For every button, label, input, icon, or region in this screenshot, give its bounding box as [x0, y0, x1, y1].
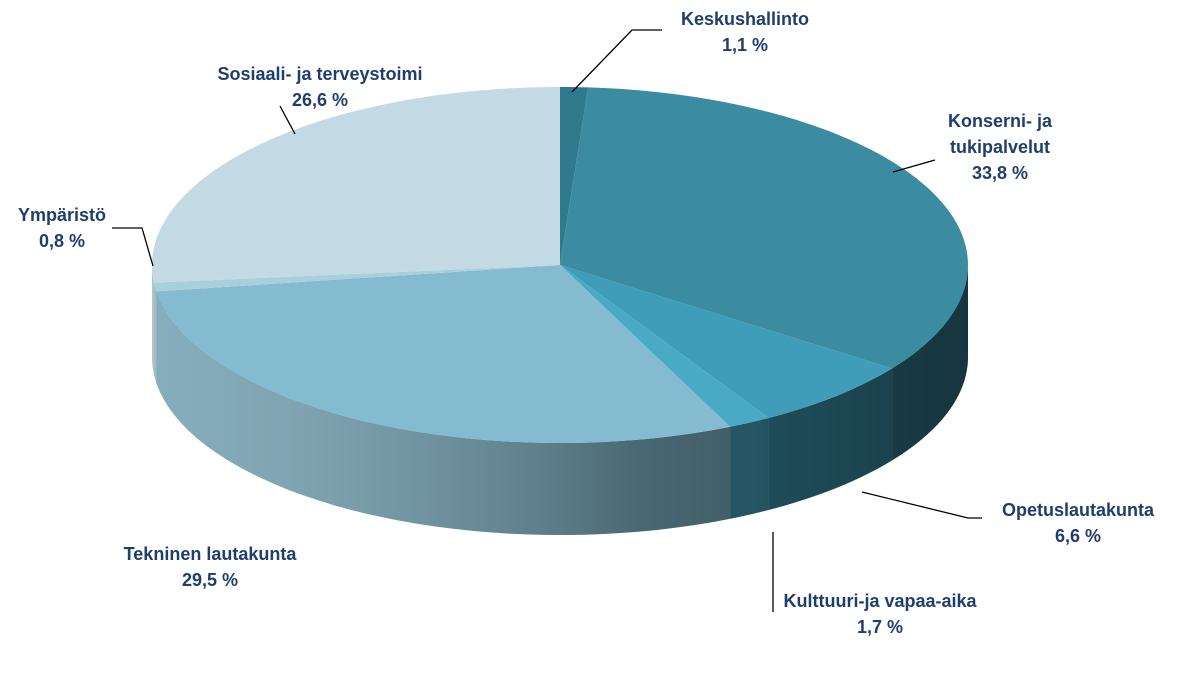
value-label: 26,6 % — [291, 90, 349, 110]
side-shading — [152, 265, 968, 535]
data-label: Sosiaali- ja terveystoimi 26,6 % — [170, 61, 470, 113]
slice — [154, 265, 560, 292]
data-label: Tekninen lautakunta 29,5 % — [70, 541, 350, 593]
data-label: Opetuslautakunta 6,6 % — [968, 497, 1188, 549]
value-label: 1,1 % — [721, 35, 769, 55]
leader-line — [861, 491, 982, 519]
slice — [156, 265, 731, 443]
data-label: Kulttuuri-ja vapaa-aika 1,7 % — [773, 588, 988, 640]
category-label: Sosiaali- ja terveystoimi — [217, 64, 423, 84]
slice — [560, 265, 769, 427]
category-label: Konserni- ja tukipalvelut — [947, 111, 1053, 157]
category-label: Ympäristö — [17, 205, 107, 225]
category-label: Kulttuuri-ja vapaa-aika — [783, 591, 977, 611]
leader-line — [112, 227, 154, 267]
slice — [152, 87, 560, 283]
data-label: Ympäristö 0,8 % — [2, 202, 122, 254]
slice — [560, 265, 893, 418]
leader-line — [279, 105, 296, 135]
category-label: Keskushallinto — [680, 9, 810, 29]
slice — [560, 87, 968, 369]
value-label: 33,8 % — [971, 163, 1029, 183]
value-label: 0,8 % — [38, 231, 86, 251]
slice — [560, 87, 589, 265]
leader-line — [892, 159, 936, 173]
data-label: Konserni- ja tukipalvelut 33,8 % — [925, 108, 1075, 186]
value-label: 6,6 % — [1054, 526, 1102, 546]
category-label: Tekninen lautakunta — [123, 544, 297, 564]
category-label: Opetuslautakunta — [1001, 500, 1155, 520]
value-label: 1,7 % — [856, 617, 904, 637]
data-label: Keskushallinto 1,1 % — [635, 6, 855, 58]
value-label: 29,5 % — [181, 570, 239, 590]
leader-line — [571, 29, 662, 93]
